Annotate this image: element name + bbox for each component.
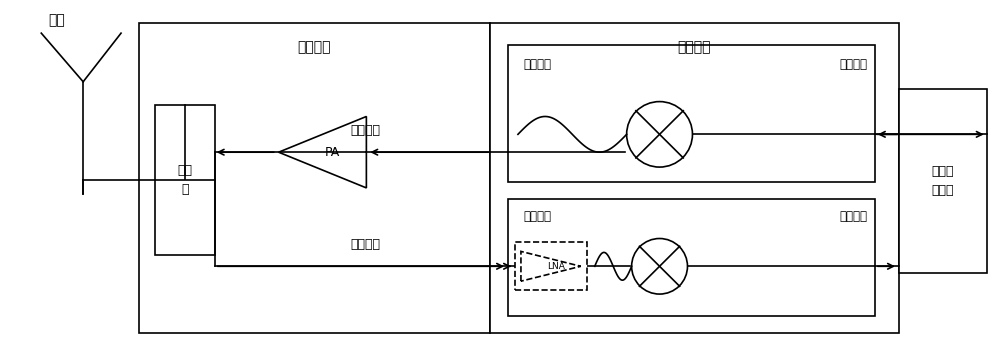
Text: PA: PA xyxy=(325,146,340,159)
Text: LNA: LNA xyxy=(547,262,565,271)
Text: 射频芯片: 射频芯片 xyxy=(678,40,711,54)
Text: 下变频器: 下变频器 xyxy=(839,210,867,223)
Bar xyxy=(508,45,875,182)
Bar xyxy=(508,199,875,316)
Text: 解调单元: 解调单元 xyxy=(523,210,551,223)
Circle shape xyxy=(632,239,687,294)
Text: 上变频器: 上变频器 xyxy=(839,58,867,71)
Text: 发送通道: 发送通道 xyxy=(350,124,380,137)
Text: 基带处
理单元: 基带处 理单元 xyxy=(932,165,954,197)
Bar xyxy=(490,23,899,333)
Bar xyxy=(899,89,987,273)
Polygon shape xyxy=(279,116,366,188)
Bar xyxy=(515,242,587,290)
Circle shape xyxy=(627,102,692,167)
Polygon shape xyxy=(521,251,581,281)
Text: 接收通道: 接收通道 xyxy=(350,238,380,251)
Text: 射频前端: 射频前端 xyxy=(298,40,331,54)
Bar xyxy=(139,23,490,333)
Text: 调制单元: 调制单元 xyxy=(523,58,551,71)
Text: 天线: 天线 xyxy=(48,13,65,27)
Text: 双工
器: 双工 器 xyxy=(177,164,192,196)
Bar xyxy=(155,104,215,255)
